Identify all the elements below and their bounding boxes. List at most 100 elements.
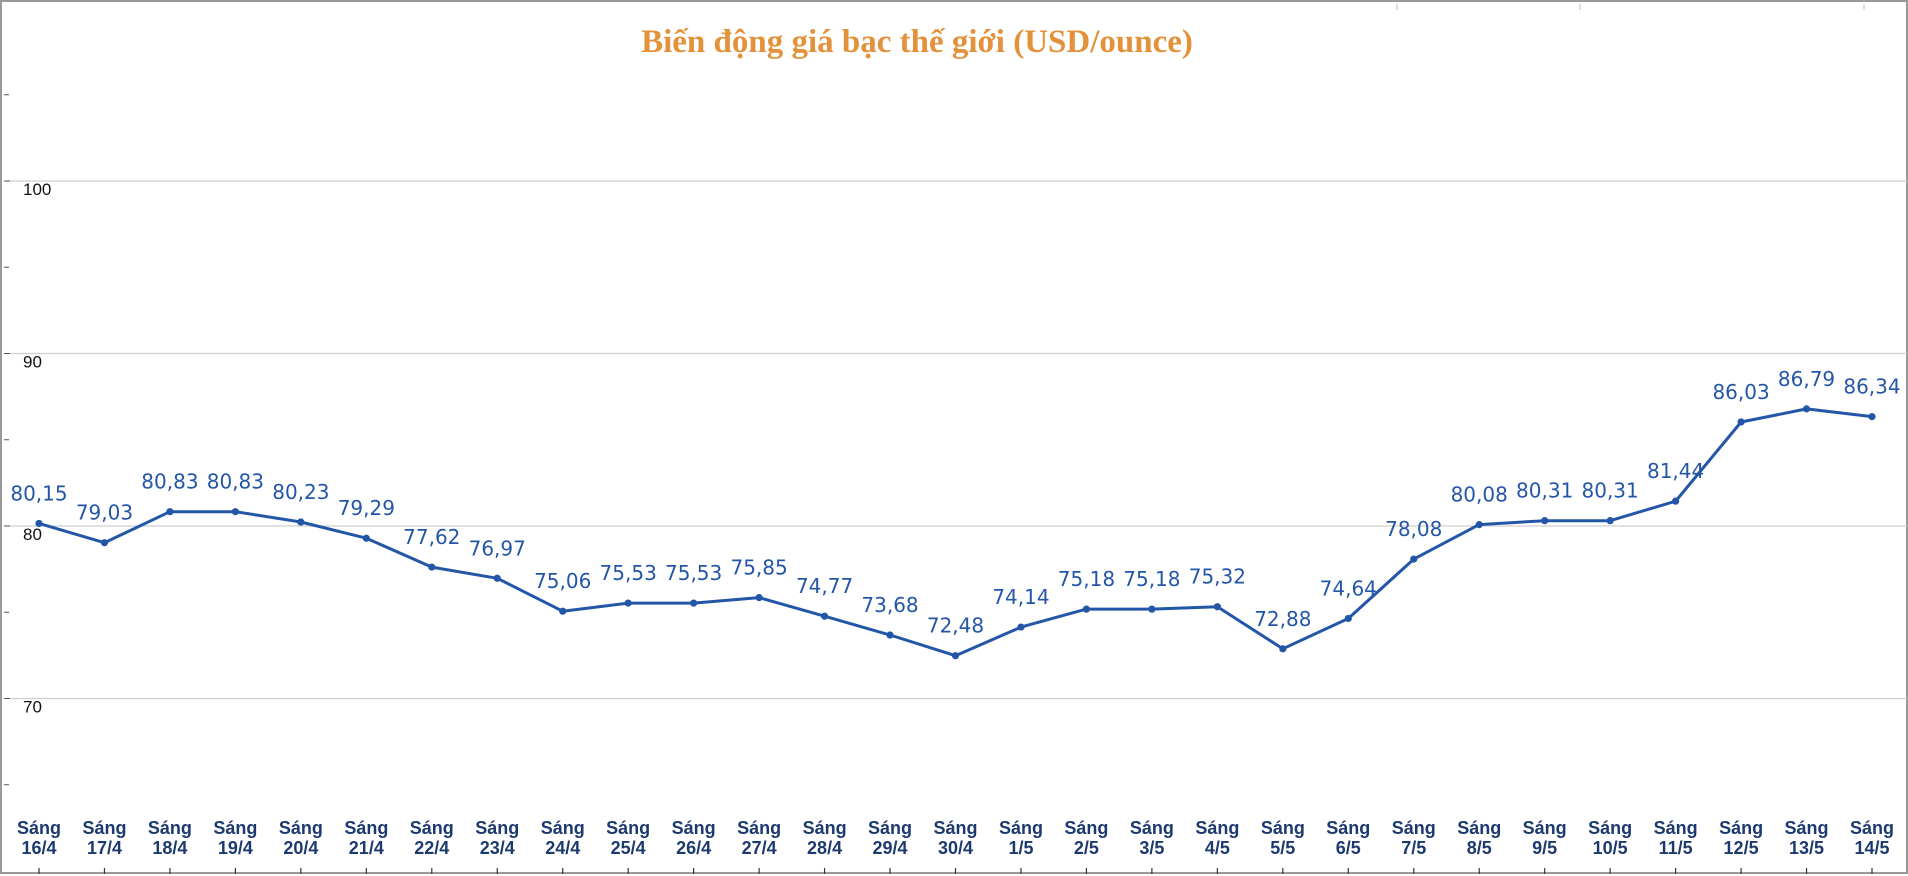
x-tick-label: 4/5 bbox=[1205, 838, 1230, 858]
x-tick-label: Sáng bbox=[933, 818, 977, 838]
data-point bbox=[951, 652, 960, 660]
x-tick-label: 16/4 bbox=[21, 838, 56, 858]
x-tick-label: Sáng bbox=[737, 818, 781, 838]
x-tick-label: Sáng bbox=[475, 818, 519, 838]
x-tick-label: 14/5 bbox=[1854, 838, 1889, 858]
x-tick-label: 8/5 bbox=[1467, 838, 1492, 858]
data-point bbox=[428, 563, 436, 571]
x-tick-label: Sáng bbox=[213, 818, 257, 838]
axis-decorations bbox=[4, 4, 1865, 786]
data-label: 81,44 bbox=[1647, 459, 1704, 483]
x-tick-label: 2/5 bbox=[1074, 838, 1099, 858]
data-point bbox=[166, 508, 174, 516]
x-tick-label: Sáng bbox=[1523, 818, 1567, 838]
x-tick-label: 1/5 bbox=[1008, 838, 1033, 858]
data-label: 75,06 bbox=[534, 569, 591, 593]
x-tick-label: 19/4 bbox=[218, 838, 253, 858]
x-tick-label: Sáng bbox=[410, 818, 454, 838]
data-label: 75,32 bbox=[1189, 565, 1246, 589]
data-label: 74,77 bbox=[796, 574, 853, 598]
data-point bbox=[1672, 497, 1680, 505]
x-axis-ticks: Sáng16/4Sáng17/4Sáng18/4Sáng19/4Sáng20/4… bbox=[17, 818, 1894, 874]
x-tick-label: Sáng bbox=[1719, 818, 1763, 838]
data-point bbox=[1606, 517, 1614, 525]
data-point bbox=[1410, 555, 1418, 563]
x-tick-label: 29/4 bbox=[873, 838, 908, 858]
data-label: 80,08 bbox=[1451, 483, 1508, 507]
x-tick-label: 23/4 bbox=[480, 838, 515, 858]
data-point bbox=[755, 593, 763, 602]
data-point bbox=[297, 518, 305, 526]
x-tick-label: Sáng bbox=[1195, 818, 1239, 838]
data-label: 78,08 bbox=[1385, 517, 1442, 541]
data-point bbox=[886, 631, 894, 639]
x-tick-label: Sáng bbox=[82, 818, 126, 838]
x-tick-label: Sáng bbox=[1064, 818, 1108, 838]
x-tick-label: Sáng bbox=[148, 818, 192, 838]
data-label: 74,64 bbox=[1320, 576, 1377, 600]
data-label: 86,03 bbox=[1712, 380, 1769, 404]
data-point bbox=[1213, 603, 1221, 611]
data-label: 80,83 bbox=[141, 470, 198, 494]
y-axis-ticks: 70 80 90 100 bbox=[23, 180, 51, 717]
data-label: 72,48 bbox=[927, 614, 984, 638]
data-label: 80,83 bbox=[207, 470, 264, 494]
data-point bbox=[362, 534, 370, 542]
data-point bbox=[231, 508, 239, 516]
data-point bbox=[1082, 605, 1091, 613]
x-tick-label: Sáng bbox=[1261, 818, 1305, 838]
x-tick-label: 20/4 bbox=[283, 838, 318, 858]
data-label: 80,31 bbox=[1582, 479, 1639, 503]
x-tick-label: 18/4 bbox=[152, 838, 187, 858]
data-label: 73,68 bbox=[861, 593, 918, 617]
data-point bbox=[1737, 418, 1745, 426]
data-point bbox=[1541, 517, 1549, 525]
x-tick-label: 17/4 bbox=[87, 838, 122, 858]
x-tick-label: Sáng bbox=[672, 818, 716, 838]
data-label: 86,79 bbox=[1778, 367, 1835, 391]
y-tick-label: 100 bbox=[23, 180, 51, 199]
x-tick-label: 27/4 bbox=[742, 838, 777, 858]
data-label: 75,18 bbox=[1123, 567, 1180, 591]
data-point bbox=[1868, 413, 1876, 421]
x-tick-label: 11/5 bbox=[1659, 838, 1693, 858]
x-tick-label: Sáng bbox=[1392, 818, 1436, 838]
x-tick-label: 26/4 bbox=[676, 838, 711, 858]
data-point bbox=[1279, 645, 1287, 653]
data-label: 74,14 bbox=[992, 585, 1049, 609]
data-point bbox=[493, 574, 501, 582]
data-point bbox=[100, 539, 109, 547]
data-point bbox=[1148, 605, 1156, 613]
data-label: 72,88 bbox=[1254, 607, 1311, 631]
x-tick-label: Sáng bbox=[279, 818, 323, 838]
x-tick-label: 28/4 bbox=[807, 838, 842, 858]
data-point bbox=[820, 612, 829, 620]
x-tick-label: Sáng bbox=[541, 818, 585, 838]
x-tick-label: 22/4 bbox=[414, 838, 449, 858]
x-tick-label: Sáng bbox=[1785, 818, 1829, 838]
x-tick-label: 7/5 bbox=[1401, 838, 1426, 858]
data-label: 75,18 bbox=[1058, 567, 1115, 591]
x-tick-label: 3/5 bbox=[1139, 838, 1164, 858]
chart-title: Biến động giá bạc thế giới (USD/ounce) bbox=[641, 24, 1193, 60]
x-tick-label: Sáng bbox=[606, 818, 650, 838]
x-tick-label: Sáng bbox=[1326, 818, 1370, 838]
x-tick-label: Sáng bbox=[344, 818, 388, 838]
data-label: 75,53 bbox=[600, 561, 657, 585]
data-label: 76,97 bbox=[469, 536, 526, 560]
y-tick-label: 70 bbox=[23, 698, 42, 717]
data-label: 75,53 bbox=[665, 561, 722, 585]
x-tick-label: 9/5 bbox=[1532, 838, 1557, 858]
data-point bbox=[690, 599, 698, 607]
grid-lines bbox=[4, 180, 1907, 700]
y-tick-label: 80 bbox=[23, 525, 42, 544]
x-tick-label: 25/4 bbox=[611, 838, 646, 858]
data-label: 79,03 bbox=[76, 501, 133, 525]
data-labels: 80,15 79,03 80,83 80,83 80,23 79,29 77,62 76,97… bbox=[10, 367, 1900, 638]
x-tick-label: 21/4 bbox=[349, 838, 384, 858]
data-label: 80,15 bbox=[10, 481, 67, 505]
data-points bbox=[35, 405, 1876, 660]
x-tick-label: Sáng bbox=[17, 818, 61, 838]
